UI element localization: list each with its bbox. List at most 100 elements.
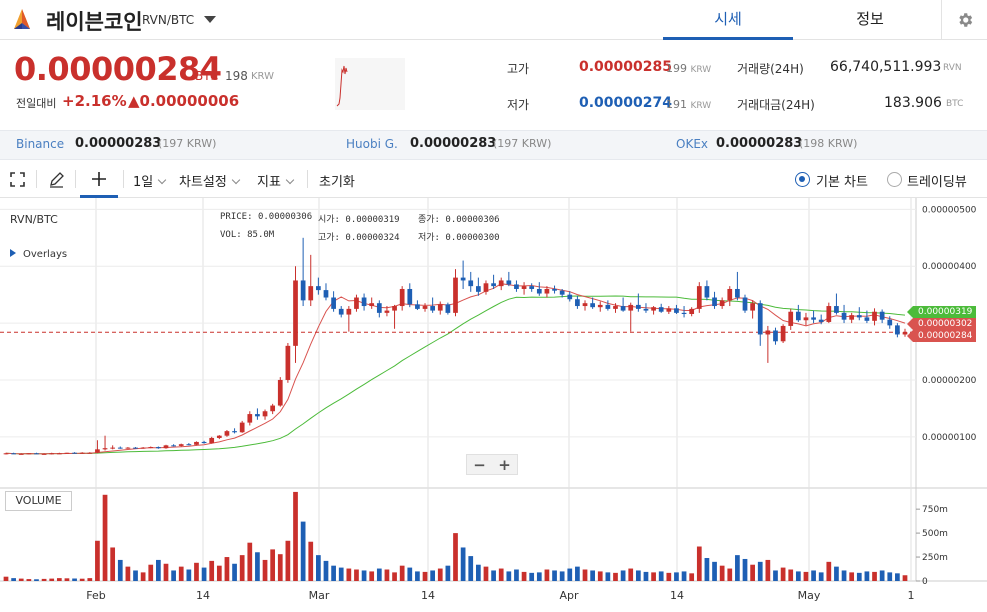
overlays-toggle[interactable]: Overlays bbox=[10, 249, 67, 260]
candle-body bbox=[735, 288, 740, 298]
volume-bar bbox=[437, 568, 443, 581]
candlestick-chart[interactable]: Feb 14 Mar 14 Apr 14 May 1 0.00000500 0.00000400 0… bbox=[0, 198, 987, 612]
exchange-krw-okex: (198 KRW) bbox=[799, 137, 858, 150]
volume-bar bbox=[346, 568, 352, 581]
exchange-name-binance[interactable]: Binance bbox=[16, 137, 65, 151]
volume-bar bbox=[163, 563, 169, 581]
zoom-in-button[interactable]: + bbox=[498, 455, 511, 474]
toolbar-divider bbox=[75, 170, 76, 188]
volume-bar bbox=[285, 540, 291, 581]
high-label: 고가 bbox=[507, 62, 530, 76]
x-tick-label: Mar bbox=[309, 589, 330, 602]
tradingview-label[interactable]: 트레이딩뷰 bbox=[907, 175, 967, 190]
candle-body bbox=[811, 317, 816, 320]
candle-body bbox=[666, 308, 672, 312]
settings-button[interactable] bbox=[941, 0, 987, 40]
volume-bar bbox=[41, 578, 47, 581]
candle-body bbox=[773, 330, 778, 342]
volume-button[interactable]: VOLUME bbox=[5, 491, 72, 511]
x-tick-label: 14 bbox=[421, 589, 435, 602]
tradingview-radio[interactable] bbox=[887, 172, 902, 187]
ravencoin-logo bbox=[14, 9, 30, 29]
tab-info[interactable]: 정보 bbox=[856, 10, 884, 28]
volume-bar bbox=[125, 566, 131, 581]
legend-high: 고가: 0.00000324 bbox=[318, 233, 400, 243]
interval-dropdown[interactable]: 1일 bbox=[133, 171, 167, 190]
volume-bar bbox=[536, 572, 542, 581]
candle-body bbox=[704, 286, 710, 298]
candle-body bbox=[11, 453, 16, 455]
candle-body bbox=[239, 422, 245, 433]
high-krw: 199 bbox=[666, 62, 687, 75]
zoom-out-button[interactable]: − bbox=[473, 455, 486, 474]
candle-body bbox=[460, 277, 466, 281]
crosshair-button[interactable] bbox=[80, 161, 118, 198]
candle-body bbox=[788, 311, 794, 326]
price-chart-panel[interactable]: Feb 14 Mar 14 Apr 14 May 1 0.00000500 0.00000400 0… bbox=[0, 198, 987, 612]
chart-settings-label: 차트설정 bbox=[179, 175, 227, 190]
candle-body bbox=[18, 453, 24, 455]
candle-body bbox=[110, 447, 116, 449]
volume-bar bbox=[590, 570, 595, 581]
volume-bar bbox=[460, 547, 466, 581]
volume-bar bbox=[26, 579, 32, 581]
volume-bar bbox=[811, 570, 816, 581]
basic-chart-radio[interactable] bbox=[795, 172, 810, 187]
reset-button[interactable]: 초기화 bbox=[319, 175, 355, 190]
volume-bar bbox=[239, 555, 245, 581]
candle-body bbox=[346, 308, 352, 315]
price-unit: BTC bbox=[195, 69, 219, 83]
tab-price[interactable]: 시세 bbox=[663, 0, 793, 40]
volume-bar bbox=[133, 570, 138, 581]
exchange-name-okex[interactable]: OKEx bbox=[676, 137, 708, 151]
candle-body bbox=[186, 444, 192, 446]
candle-body bbox=[308, 286, 314, 301]
candle-body bbox=[224, 431, 230, 436]
volume-bar bbox=[87, 578, 93, 581]
candle-body bbox=[430, 306, 436, 311]
volume-bar bbox=[895, 573, 900, 581]
exchange-krw-binance: (197 KRW) bbox=[158, 137, 217, 150]
candle-body bbox=[156, 447, 161, 449]
candle-body bbox=[651, 307, 656, 311]
candle-body bbox=[323, 290, 329, 298]
fullscreen-icon[interactable] bbox=[10, 172, 25, 187]
candle-body bbox=[475, 286, 481, 292]
coin-dropdown-caret-icon[interactable] bbox=[204, 16, 216, 23]
candle-body bbox=[864, 317, 870, 321]
chevron-down-icon bbox=[157, 175, 167, 185]
candle-body bbox=[407, 288, 413, 305]
candle-body bbox=[194, 441, 199, 445]
volume-tick-label: 0 bbox=[922, 577, 928, 587]
legend-close: 종가: 0.00000306 bbox=[418, 215, 500, 225]
exchange-value-okex: 0.00000283 bbox=[716, 136, 803, 151]
chart-toolbar bbox=[0, 161, 987, 198]
toolbar-divider bbox=[123, 170, 124, 188]
candle-body bbox=[422, 306, 428, 309]
candle-body bbox=[34, 453, 39, 455]
volume-bar bbox=[597, 571, 603, 581]
chart-settings-dropdown[interactable]: 차트설정 bbox=[179, 171, 241, 190]
volume-bar bbox=[689, 573, 695, 581]
gear-icon bbox=[958, 13, 972, 27]
candle-body bbox=[376, 303, 382, 313]
volume-bar bbox=[148, 564, 154, 581]
basic-chart-label[interactable]: 기본 차트 bbox=[816, 175, 868, 190]
legend-open: 시가: 0.00000319 bbox=[318, 215, 400, 225]
candle-body bbox=[620, 306, 626, 311]
volume-bar bbox=[323, 560, 329, 581]
candle-body bbox=[415, 304, 420, 309]
volume-bar bbox=[651, 572, 656, 581]
candle-body bbox=[133, 447, 138, 449]
pencil-icon[interactable] bbox=[48, 171, 65, 188]
x-tick-label: 14 bbox=[670, 589, 684, 602]
y-tick-label: 0.00000500 bbox=[922, 205, 977, 215]
change-percent: +2.16% bbox=[62, 92, 127, 110]
candle-body bbox=[392, 306, 397, 311]
candle-body bbox=[643, 308, 649, 311]
indicators-dropdown[interactable]: 지표 bbox=[257, 171, 295, 190]
candle-body bbox=[750, 303, 755, 311]
exchange-name-huobi[interactable]: Huobi G. bbox=[346, 137, 398, 151]
candle-body bbox=[765, 330, 771, 335]
candle-body bbox=[79, 452, 85, 454]
